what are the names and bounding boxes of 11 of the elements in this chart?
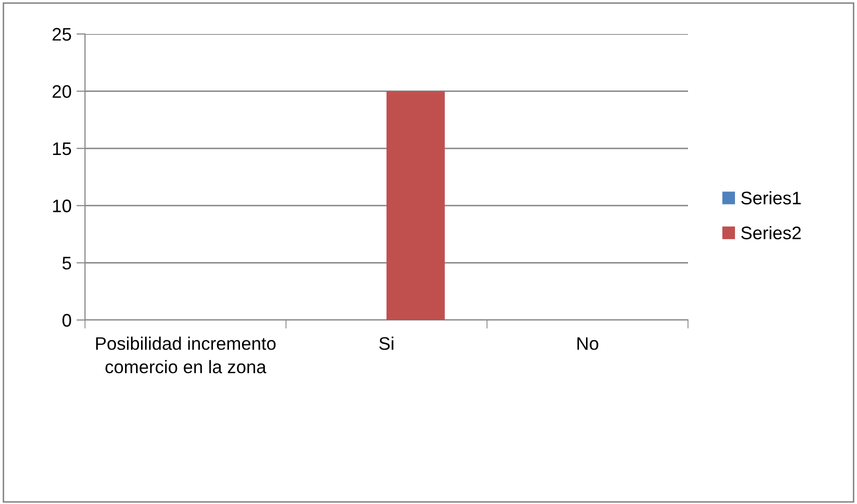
y-tick-label: 20 [52, 85, 72, 98]
x-tick-label: No [577, 337, 598, 350]
x-tick-label: Posibilidad incremento comercio en la zona [96, 336, 276, 374]
y-tick-label: 5 [62, 256, 72, 270]
y-tick-label: 10 [53, 200, 72, 212]
y-tick-label: 15 [53, 142, 72, 156]
x-tick-label: Si [379, 336, 394, 350]
legend-label: Series1 [741, 191, 801, 204]
y-tick-label: 0 [62, 314, 72, 327]
y-tick-label: 25 [52, 28, 72, 41]
legend-label: Series2 [741, 226, 801, 240]
